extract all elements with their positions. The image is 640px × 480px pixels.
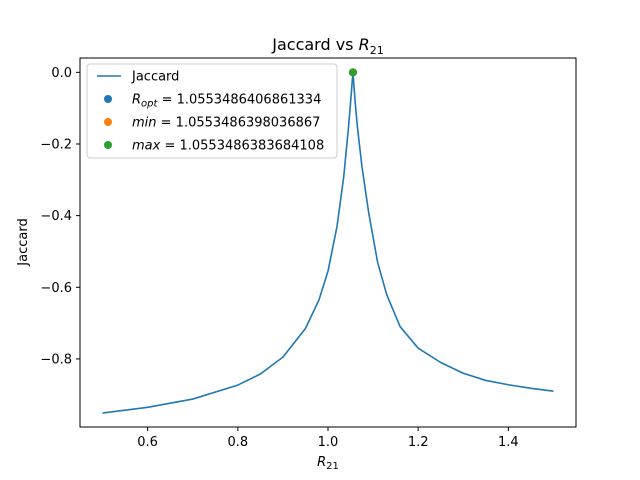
- legend-label-1: min = 1.0553486398036867: [132, 116, 320, 131]
- legend-marker-0: [104, 95, 112, 103]
- legend-marker-2: [104, 141, 112, 149]
- chart-title: Jaccard vs R21: [271, 35, 383, 57]
- legend-marker-1: [104, 118, 112, 126]
- xlabel-var: R: [317, 455, 326, 470]
- title-var: R: [359, 35, 370, 54]
- legend-label-jaccard: Jaccard: [131, 70, 179, 85]
- legend-box: [86, 63, 338, 159]
- plot-frame: [79, 57, 577, 428]
- xlabel-sub: 21: [326, 461, 339, 472]
- title-sub: 21: [370, 44, 384, 57]
- x-tick-label: 1.0: [318, 435, 339, 450]
- series-layer: [102, 71, 554, 414]
- y-tick-label: 0.0: [51, 66, 72, 81]
- tick-layer: 0.6 0.8 1.0 1.2 1.4 −0.8 −0.6 −0.4 −0.2 0.0: [40, 66, 518, 450]
- x-tick-label: 1.2: [408, 435, 429, 450]
- point-marker-2: [348, 68, 357, 77]
- x-tick-label: 0.6: [137, 435, 158, 450]
- x-axis-label: R21: [317, 455, 339, 472]
- y-tick-label: −0.2: [40, 137, 72, 152]
- y-tick-label: −0.8: [40, 352, 72, 367]
- series-line-jaccard: [102, 71, 554, 414]
- title-prefix: Jaccard vs: [271, 35, 358, 54]
- y-tick-label: −0.6: [40, 281, 72, 296]
- y-axis-label: Jaccard: [16, 218, 31, 266]
- legend: Jaccard Ropt = 1.0553486406861334 min = 1.…: [86, 63, 338, 159]
- x-tick-label: 0.8: [227, 435, 248, 450]
- y-tick-label: −0.4: [40, 209, 72, 224]
- points-layer: [348, 68, 357, 77]
- x-tick-label: 1.4: [498, 435, 519, 450]
- legend-label-0: Ropt = 1.0553486406861334: [132, 93, 321, 110]
- legend-label-2: max = 1.0553486383684108: [132, 139, 324, 154]
